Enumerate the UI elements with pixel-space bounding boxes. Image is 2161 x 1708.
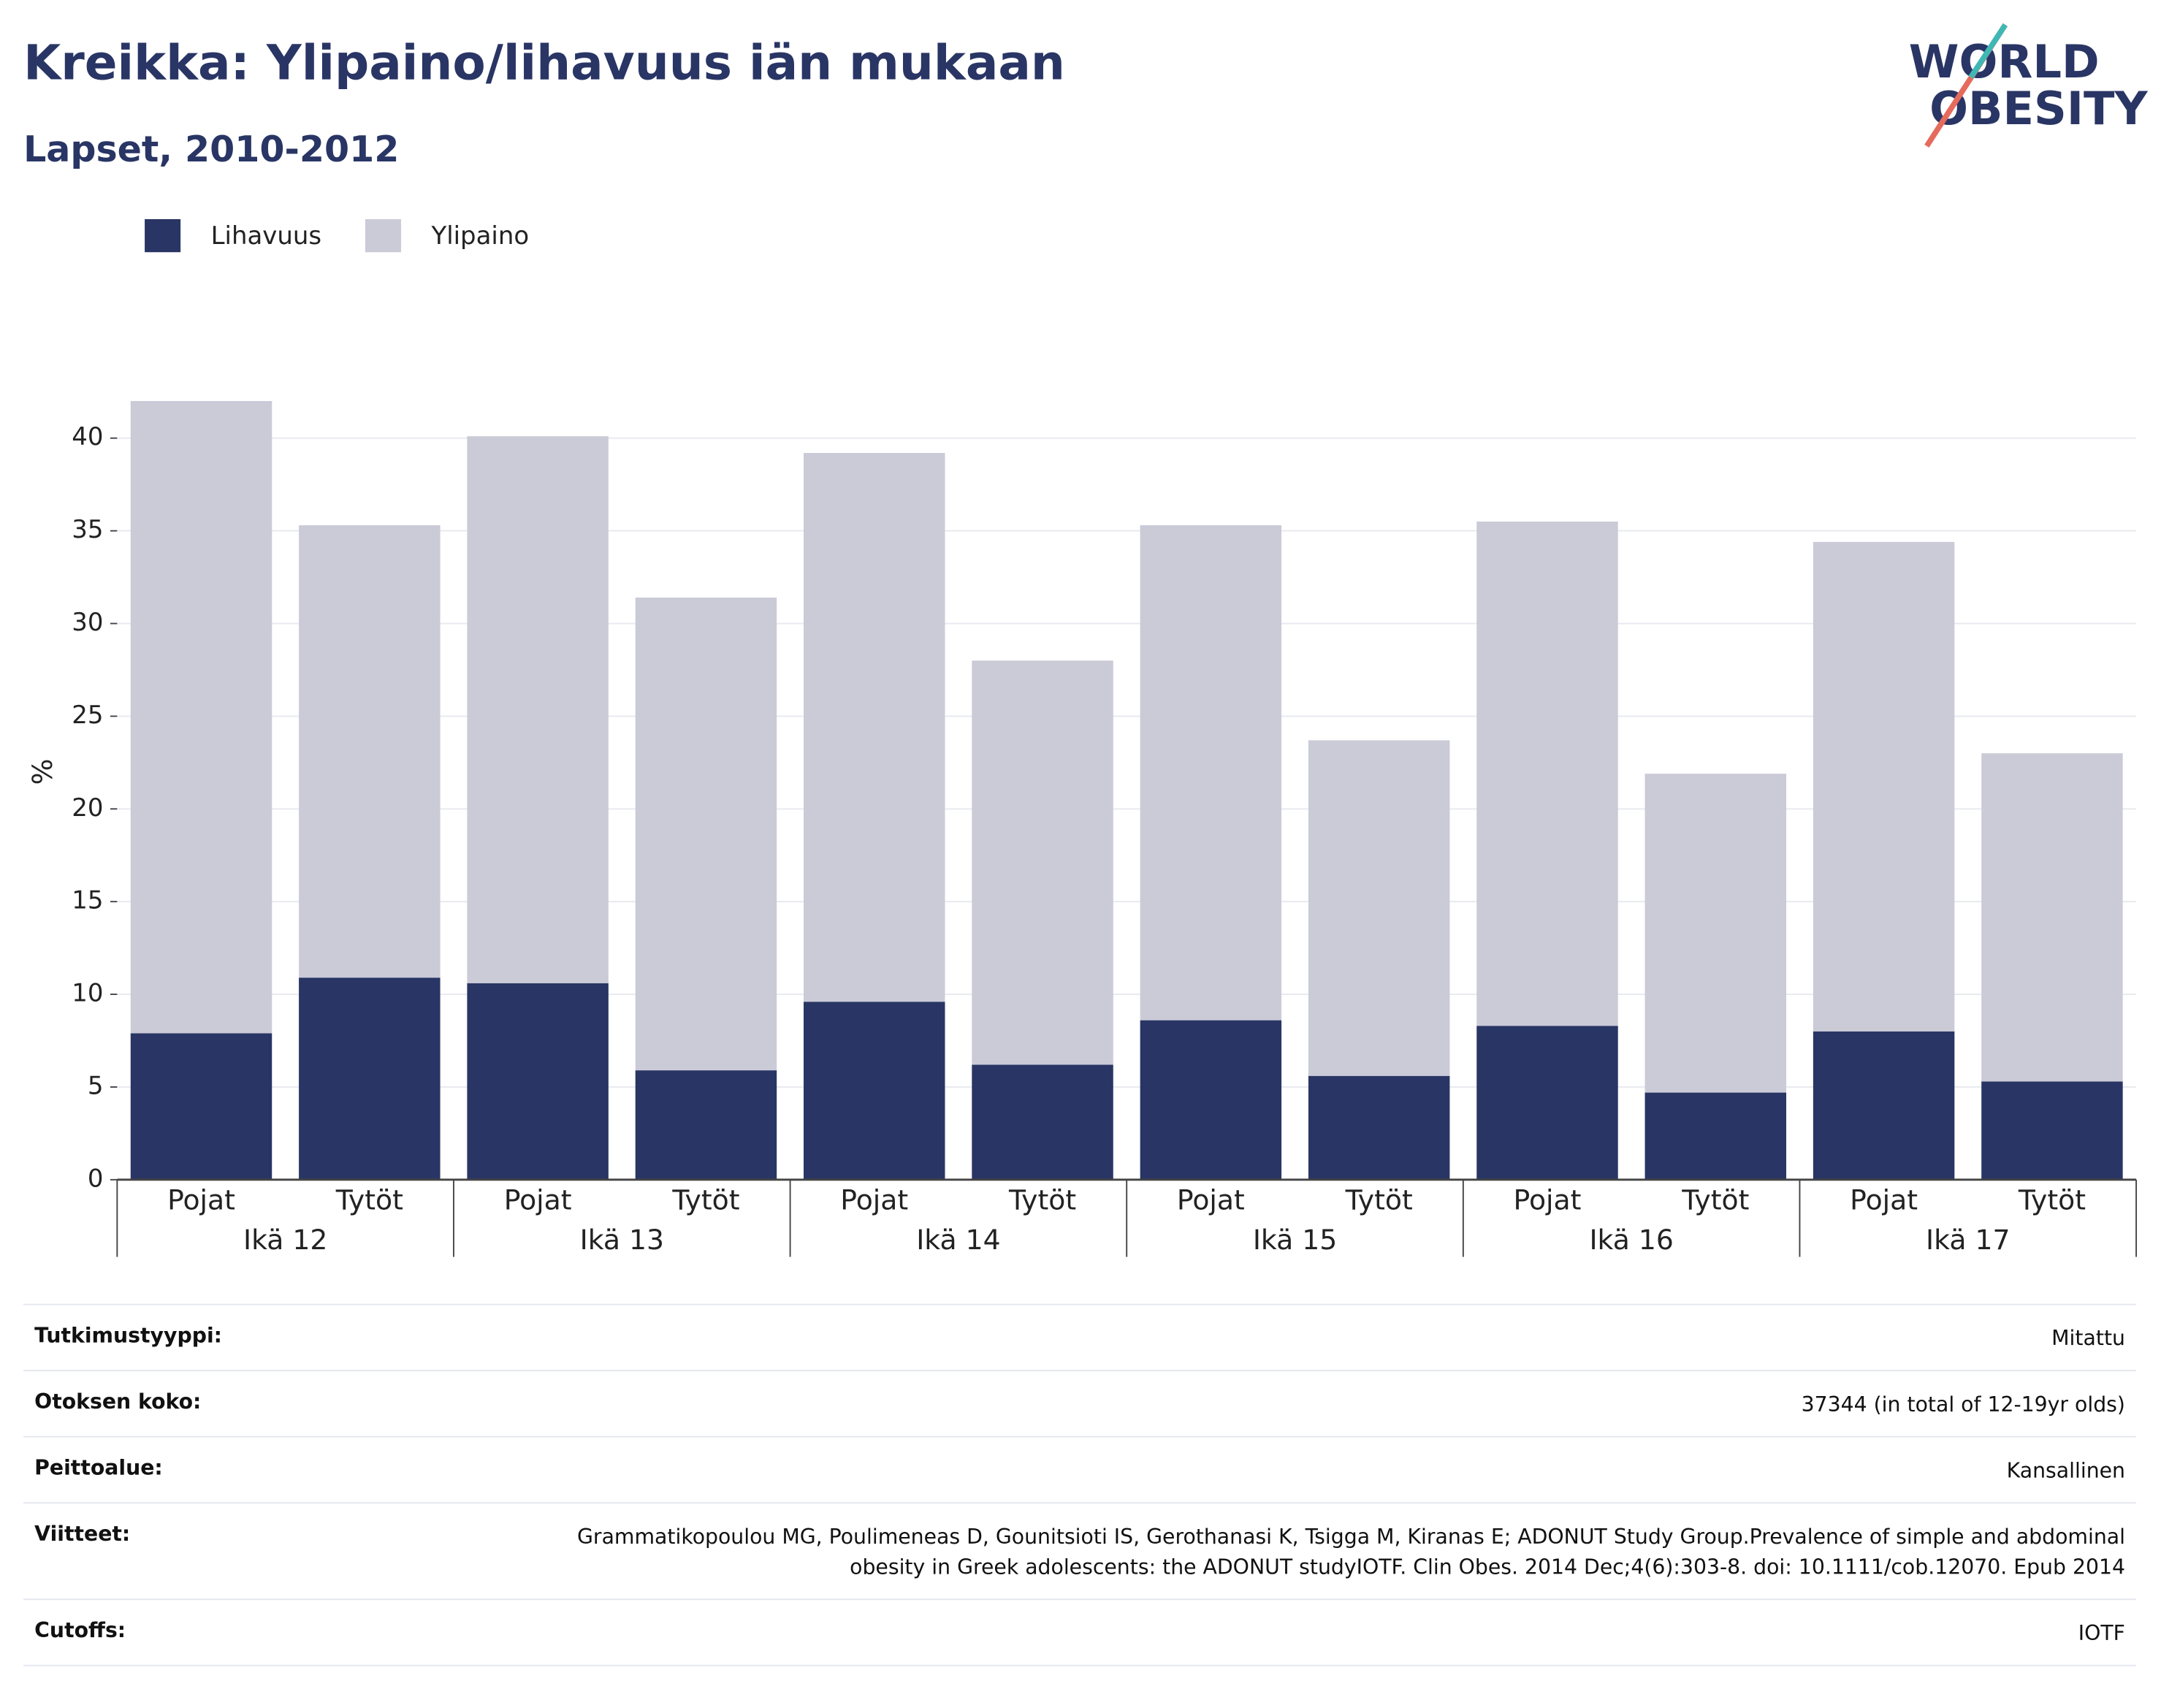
logo-line: OBESITY — [1929, 82, 2148, 135]
bar-segment — [804, 1002, 945, 1180]
bar-segment — [1476, 1026, 1618, 1180]
group-label: Ikä 14 — [916, 1224, 1000, 1256]
bar-segment — [1140, 1020, 1282, 1180]
group-label: Ikä 15 — [1253, 1224, 1337, 1256]
legend-label: Ylipaino — [430, 221, 529, 251]
logo-slash — [1968, 23, 2008, 79]
bar-segment — [130, 1033, 272, 1180]
x-tick-label: Pojat — [840, 1184, 908, 1216]
info-row: Otoksen koko: 37344 (in total of 12-19yr … — [23, 1370, 2137, 1436]
info-value: IOTF — [2078, 1620, 2125, 1646]
x-tick-label: Pojat — [1514, 1184, 1582, 1216]
bar-segment — [1644, 774, 1787, 1093]
bar-segment — [635, 597, 777, 1071]
x-tick-label: Pojat — [167, 1184, 235, 1216]
group-label: Ikä 17 — [1926, 1224, 2010, 1256]
info-label: Tutkimustyyppi: — [34, 1323, 222, 1348]
legend-swatch — [365, 218, 401, 253]
y-tick-label: 0 — [88, 1164, 104, 1193]
info-value: Grammatikopoulou MG, Poulimeneas D, Goun… — [577, 1524, 2125, 1579]
bar-segment — [130, 400, 272, 1034]
y-tick-label: 25 — [72, 701, 103, 730]
y-tick-label: 40 — [72, 422, 103, 451]
x-tick-label: Pojat — [1850, 1184, 1918, 1216]
bar-segment — [1140, 525, 1282, 1021]
bar-segment — [299, 977, 441, 1180]
bar-segment — [1476, 521, 1618, 1026]
logo-line: WORLD — [1909, 35, 2100, 88]
bar-segment — [635, 1070, 777, 1180]
info-row: Peittoalue: Kansallinen — [23, 1436, 2137, 1503]
bar-segment — [1981, 1081, 2123, 1180]
y-tick-label: 10 — [72, 979, 103, 1008]
info-table: Tutkimustyyppi: Mitattu Otoksen koko: 37344… — [23, 1303, 2137, 1666]
x-tick-label: Tytöt — [335, 1184, 403, 1216]
group-label: Ikä 12 — [243, 1224, 327, 1256]
bar-segment — [972, 660, 1113, 1065]
info-row: Cutoffs: IOTF — [23, 1598, 2137, 1666]
x-tick-label: Tytöt — [1681, 1184, 1749, 1216]
bar-segment — [1813, 1031, 1955, 1180]
info-value: Kansallinen — [2006, 1457, 2125, 1483]
bar-segment — [1308, 1075, 1450, 1180]
title: Kreikka: Ylipaino/lihavuus iän mukaan — [23, 35, 1065, 91]
subtitle: Lapset, 2010-2012 — [23, 128, 399, 170]
info-row: Tutkimustyyppi: Mitattu — [23, 1303, 2137, 1370]
legend-swatch — [145, 218, 181, 253]
info-label: Cutoffs: — [34, 1617, 126, 1643]
info-value: 37344 (in total of 12-19yr olds) — [1801, 1392, 2125, 1417]
bar-segment — [467, 436, 609, 983]
x-tick-label: Tytöt — [1345, 1184, 1413, 1216]
y-axis-label: % — [26, 759, 58, 785]
bar-segment — [467, 983, 609, 1180]
group-label: Ikä 16 — [1589, 1224, 1673, 1256]
y-tick-label: 5 — [88, 1071, 104, 1100]
y-tick-label: 35 — [72, 515, 103, 544]
bar-segment — [1308, 740, 1450, 1076]
y-tick-label: 15 — [72, 886, 103, 915]
bar-segment — [1644, 1092, 1787, 1180]
info-value: Mitattu — [2051, 1325, 2125, 1351]
x-tick-label: Tytöt — [1008, 1184, 1076, 1216]
info-row: Viitteet: Grammatikopoulou MG, Poulimenea… — [23, 1502, 2137, 1598]
legend-label: Lihavuus — [211, 221, 321, 251]
bar-segment — [299, 525, 441, 978]
bar-segment — [1981, 753, 2123, 1082]
info-label: Otoksen koko: — [34, 1389, 202, 1414]
y-tick-label: 20 — [72, 793, 103, 823]
y-tick-label: 30 — [72, 608, 103, 637]
group-label: Ikä 13 — [580, 1224, 664, 1256]
bar-segment — [972, 1064, 1113, 1180]
x-tick-label: Pojat — [1177, 1184, 1245, 1216]
x-tick-label: Tytöt — [671, 1184, 739, 1216]
x-tick-label: Tytöt — [2018, 1184, 2086, 1216]
bar-segment — [1813, 541, 1955, 1032]
info-label: Viitteet: — [34, 1521, 131, 1547]
chart: Kreikka: Ylipaino/lihavuus iän mukaan La… — [23, 23, 2148, 1257]
bar-segment — [804, 453, 945, 1002]
x-tick-label: Pojat — [504, 1184, 572, 1216]
info-label: Peittoalue: — [34, 1455, 163, 1481]
